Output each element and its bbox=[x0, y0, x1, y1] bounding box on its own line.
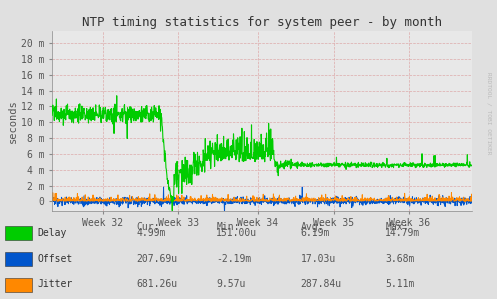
Text: -2.19m: -2.19m bbox=[216, 254, 251, 264]
Text: 14.79m: 14.79m bbox=[385, 228, 420, 238]
Text: Delay: Delay bbox=[37, 228, 67, 238]
Text: 6.19m: 6.19m bbox=[301, 228, 330, 238]
FancyBboxPatch shape bbox=[5, 278, 32, 292]
Text: 3.68m: 3.68m bbox=[385, 254, 414, 264]
Y-axis label: seconds: seconds bbox=[8, 99, 18, 143]
Text: 4.99m: 4.99m bbox=[137, 228, 166, 238]
Text: Offset: Offset bbox=[37, 254, 73, 264]
Text: 17.03u: 17.03u bbox=[301, 254, 336, 264]
Text: 207.69u: 207.69u bbox=[137, 254, 178, 264]
Text: RRDTOOL / TOBI OETIKER: RRDTOOL / TOBI OETIKER bbox=[486, 72, 491, 155]
Text: 9.57u: 9.57u bbox=[216, 280, 246, 289]
Text: 287.84u: 287.84u bbox=[301, 280, 342, 289]
Text: Min:: Min: bbox=[216, 222, 240, 232]
Text: Jitter: Jitter bbox=[37, 280, 73, 289]
Text: 5.11m: 5.11m bbox=[385, 280, 414, 289]
Text: Cur:: Cur: bbox=[137, 222, 160, 232]
Title: NTP timing statistics for system peer - by month: NTP timing statistics for system peer - … bbox=[82, 16, 442, 29]
Text: 681.26u: 681.26u bbox=[137, 280, 178, 289]
Text: Avg:: Avg: bbox=[301, 222, 324, 232]
Text: 151.00u: 151.00u bbox=[216, 228, 257, 238]
Text: Max:: Max: bbox=[385, 222, 409, 232]
FancyBboxPatch shape bbox=[5, 226, 32, 240]
FancyBboxPatch shape bbox=[5, 252, 32, 266]
